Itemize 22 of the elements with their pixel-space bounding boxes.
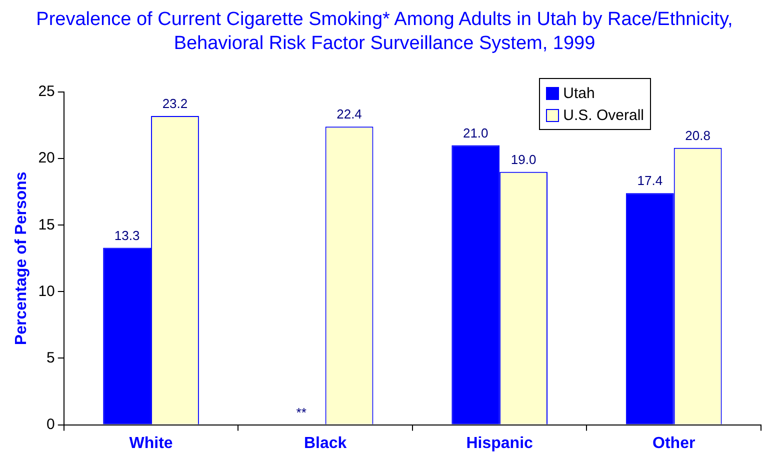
data-label: 23.2: [162, 96, 188, 112]
y-tick-label: 15: [38, 216, 55, 234]
data-label: 17.4: [637, 173, 663, 188]
y-axis-title: Percentage of Persons: [13, 172, 30, 346]
chart-title: Prevalence of Current Cigarette Smoking* Among Adults in Utah by Race/Ethnicity, Behavioral Risk Factor Surveillance System, 1999: [35, 8, 734, 56]
y-tick-label: 5: [46, 349, 55, 366]
y-tick-label: 0: [46, 416, 55, 433]
y-tick-label: 25: [38, 83, 55, 100]
data-label: 20.8: [685, 128, 710, 143]
legend-label: Utah: [562, 84, 596, 104]
x-tick-label: Other: [652, 434, 696, 452]
y-tick-label: 10: [38, 282, 55, 300]
text: **: [296, 404, 306, 420]
data-label: 19.0: [510, 152, 536, 167]
x-tick-label: White: [129, 434, 173, 452]
y-tick-label: 20: [38, 150, 55, 167]
x-tick-label: Black: [304, 434, 347, 452]
data-label: 21.0: [462, 125, 488, 140]
data-label: 22.4: [336, 106, 362, 122]
x-tick-label: Hispanic: [466, 434, 534, 452]
data-label: 13.3: [114, 228, 140, 243]
legend-label: U.S. Overall: [562, 106, 644, 126]
